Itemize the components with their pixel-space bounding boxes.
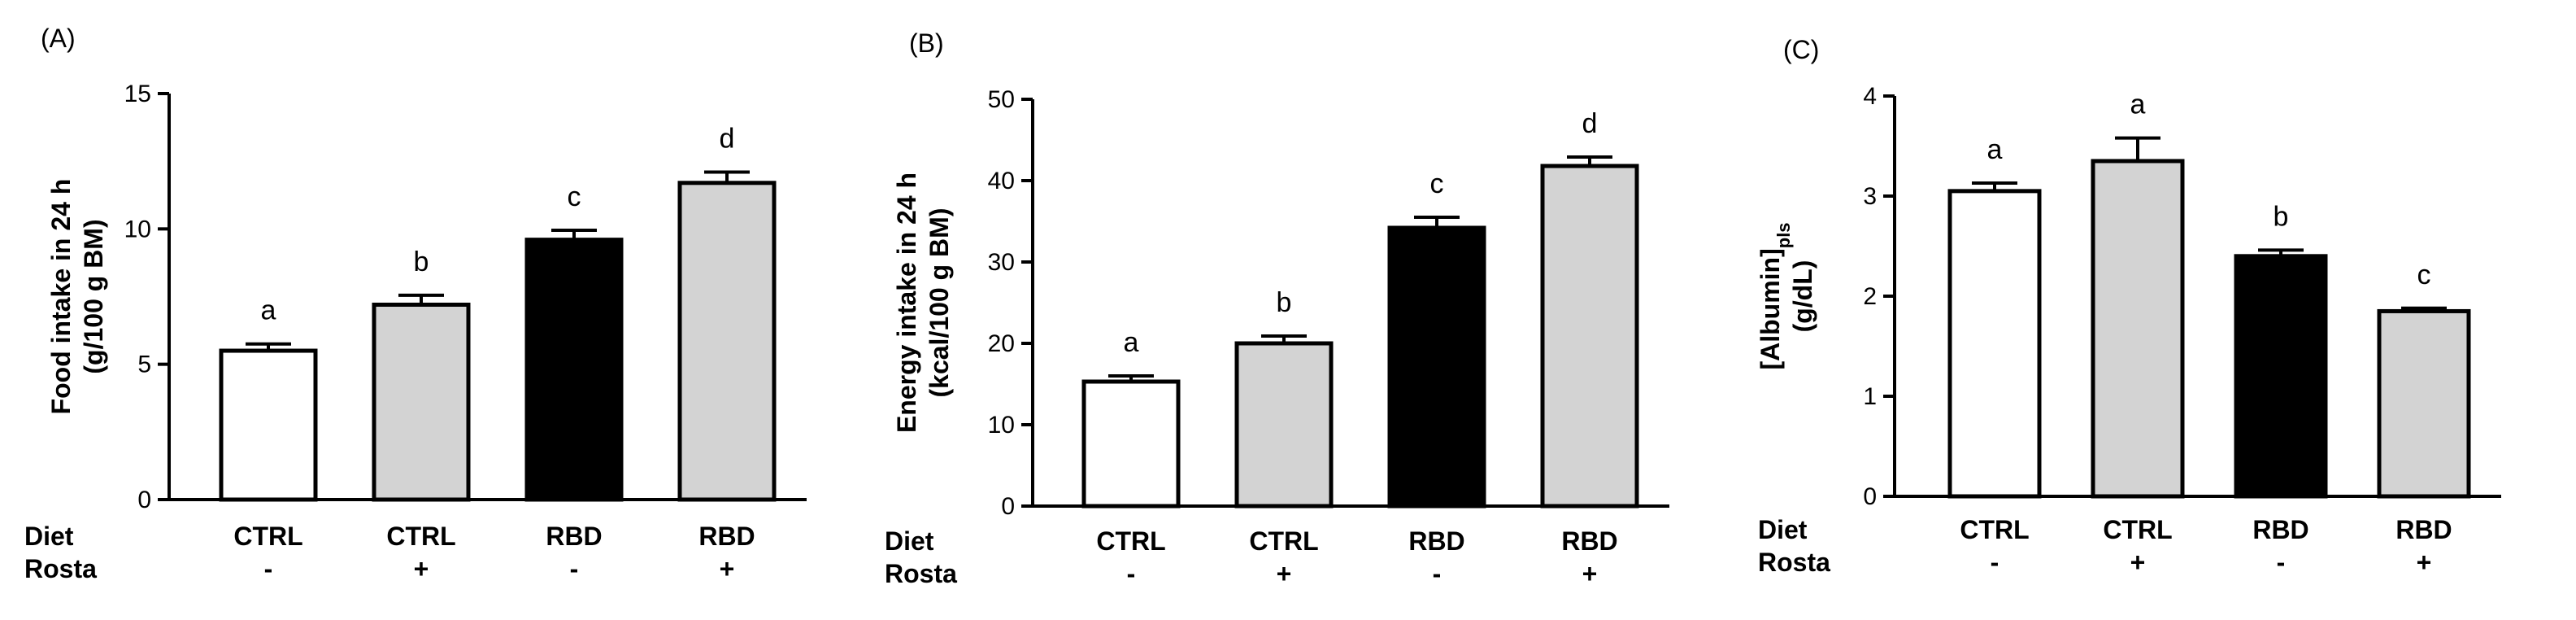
- significance-letter: c: [1430, 168, 1444, 199]
- y-axis-title-line1: Energy intake in 24 h: [892, 172, 921, 433]
- rosta-treatment-label: +: [2130, 548, 2146, 577]
- bar: [2377, 308, 2471, 499]
- y-tick-label: 4: [1863, 83, 1877, 110]
- bar: [524, 238, 624, 502]
- diet-row-label: Diet: [885, 526, 934, 556]
- bar: [2234, 254, 2328, 499]
- significance-letter: c: [568, 181, 581, 212]
- bar: [1234, 341, 1334, 509]
- diet-category-label: CTRL: [1249, 526, 1318, 556]
- significance-letter: a: [1124, 327, 1139, 358]
- bar: [1947, 189, 2042, 499]
- diet-category-label: RBD: [2252, 515, 2308, 544]
- rosta-treatment-label: -: [264, 554, 273, 583]
- diet-category-label: CTRL: [1960, 515, 2029, 544]
- rosta-treatment-label: +: [720, 554, 735, 583]
- diet-category-label: RBD: [546, 522, 602, 551]
- bar: [1387, 225, 1486, 509]
- significance-letter: b: [414, 247, 429, 277]
- significance-letter: a: [261, 295, 276, 326]
- significance-letter: b: [1277, 287, 1292, 318]
- significance-letter: d: [720, 123, 735, 154]
- diet-category-label: CTRL: [386, 522, 455, 551]
- y-axis-title-subscript: pls: [1773, 222, 1794, 248]
- diet-category-label: RBD: [1408, 526, 1464, 556]
- rosta-treatment-label: -: [1991, 548, 1999, 577]
- chart-panel-3: (C)01234[Albumin]pls(g/dL)aCTRL-aCTRL+bR…: [1756, 35, 2501, 577]
- significance-letter: a: [2130, 90, 2146, 120]
- significance-letter: a: [1987, 134, 2003, 165]
- rosta-treatment-label: -: [570, 554, 579, 583]
- rosta-treatment-label: -: [1433, 559, 1442, 588]
- rosta-treatment-label: +: [1582, 559, 1598, 588]
- diet-row-label: Diet: [24, 522, 74, 551]
- panel-label: (A): [41, 24, 76, 53]
- panel-label: (B): [909, 28, 944, 58]
- diet-category-label: CTRL: [1096, 526, 1165, 556]
- bar: [677, 181, 777, 502]
- rosta-row-label: Rosta: [1758, 548, 1830, 577]
- bar: [1081, 379, 1181, 509]
- y-tick-label: 10: [988, 412, 1015, 439]
- bar: [219, 348, 318, 502]
- rosta-treatment-label: +: [2417, 548, 2432, 577]
- diet-category-label: RBD: [698, 522, 755, 551]
- diet-category-label: RBD: [1561, 526, 1617, 556]
- bar: [2091, 159, 2185, 499]
- y-tick-label: 3: [1863, 183, 1877, 210]
- diet-category-label: CTRL: [2103, 515, 2172, 544]
- y-tick-label: 0: [137, 487, 151, 513]
- panel-label: (C): [1783, 35, 1819, 64]
- significance-letter: b: [2274, 201, 2289, 232]
- rosta-treatment-label: +: [414, 554, 429, 583]
- y-tick-label: 1: [1863, 383, 1877, 410]
- y-tick-label: 0: [1001, 493, 1015, 520]
- rosta-row-label: Rosta: [885, 559, 957, 588]
- y-tick-label: 20: [988, 330, 1015, 357]
- diet-category-label: CTRL: [233, 522, 302, 551]
- y-axis-title-line2: (kcal/100 g BM): [925, 208, 954, 398]
- y-tick-label: 15: [124, 81, 151, 107]
- y-tick-label: 30: [988, 249, 1015, 276]
- significance-letter: c: [2417, 260, 2431, 290]
- bar: [372, 302, 471, 502]
- rosta-treatment-label: +: [1277, 559, 1292, 588]
- diet-category-label: RBD: [2395, 515, 2452, 544]
- y-axis-title-line2: (g/100 g BM): [79, 219, 108, 373]
- y-tick-label: 2: [1863, 283, 1877, 310]
- chart-panel-2: (B) 0 10 20 30 40 50 Energy intake in 24 h (kcal…: [885, 28, 1669, 588]
- rosta-row-label: Rosta: [24, 554, 97, 583]
- y-axis-title-line1: Food intake in 24 h: [46, 179, 76, 415]
- y-tick-label: 0: [1863, 483, 1877, 510]
- y-tick-label: 40: [988, 168, 1015, 194]
- y-tick-label: 50: [988, 86, 1015, 113]
- bar: [1540, 164, 1639, 509]
- y-tick-label: 10: [124, 216, 151, 242]
- diet-row-label: Diet: [1758, 515, 1808, 544]
- significance-letter: d: [1582, 108, 1598, 139]
- y-axis-title-line2: (g/dL): [1788, 260, 1817, 333]
- y-tick-label: 5: [137, 351, 151, 378]
- rosta-treatment-label: -: [1127, 559, 1136, 588]
- rosta-treatment-label: -: [2277, 548, 2286, 577]
- chart-panel-1: (A) 0 5 10 15 Food intake in 24 h (g/100 g BM)…: [24, 24, 807, 583]
